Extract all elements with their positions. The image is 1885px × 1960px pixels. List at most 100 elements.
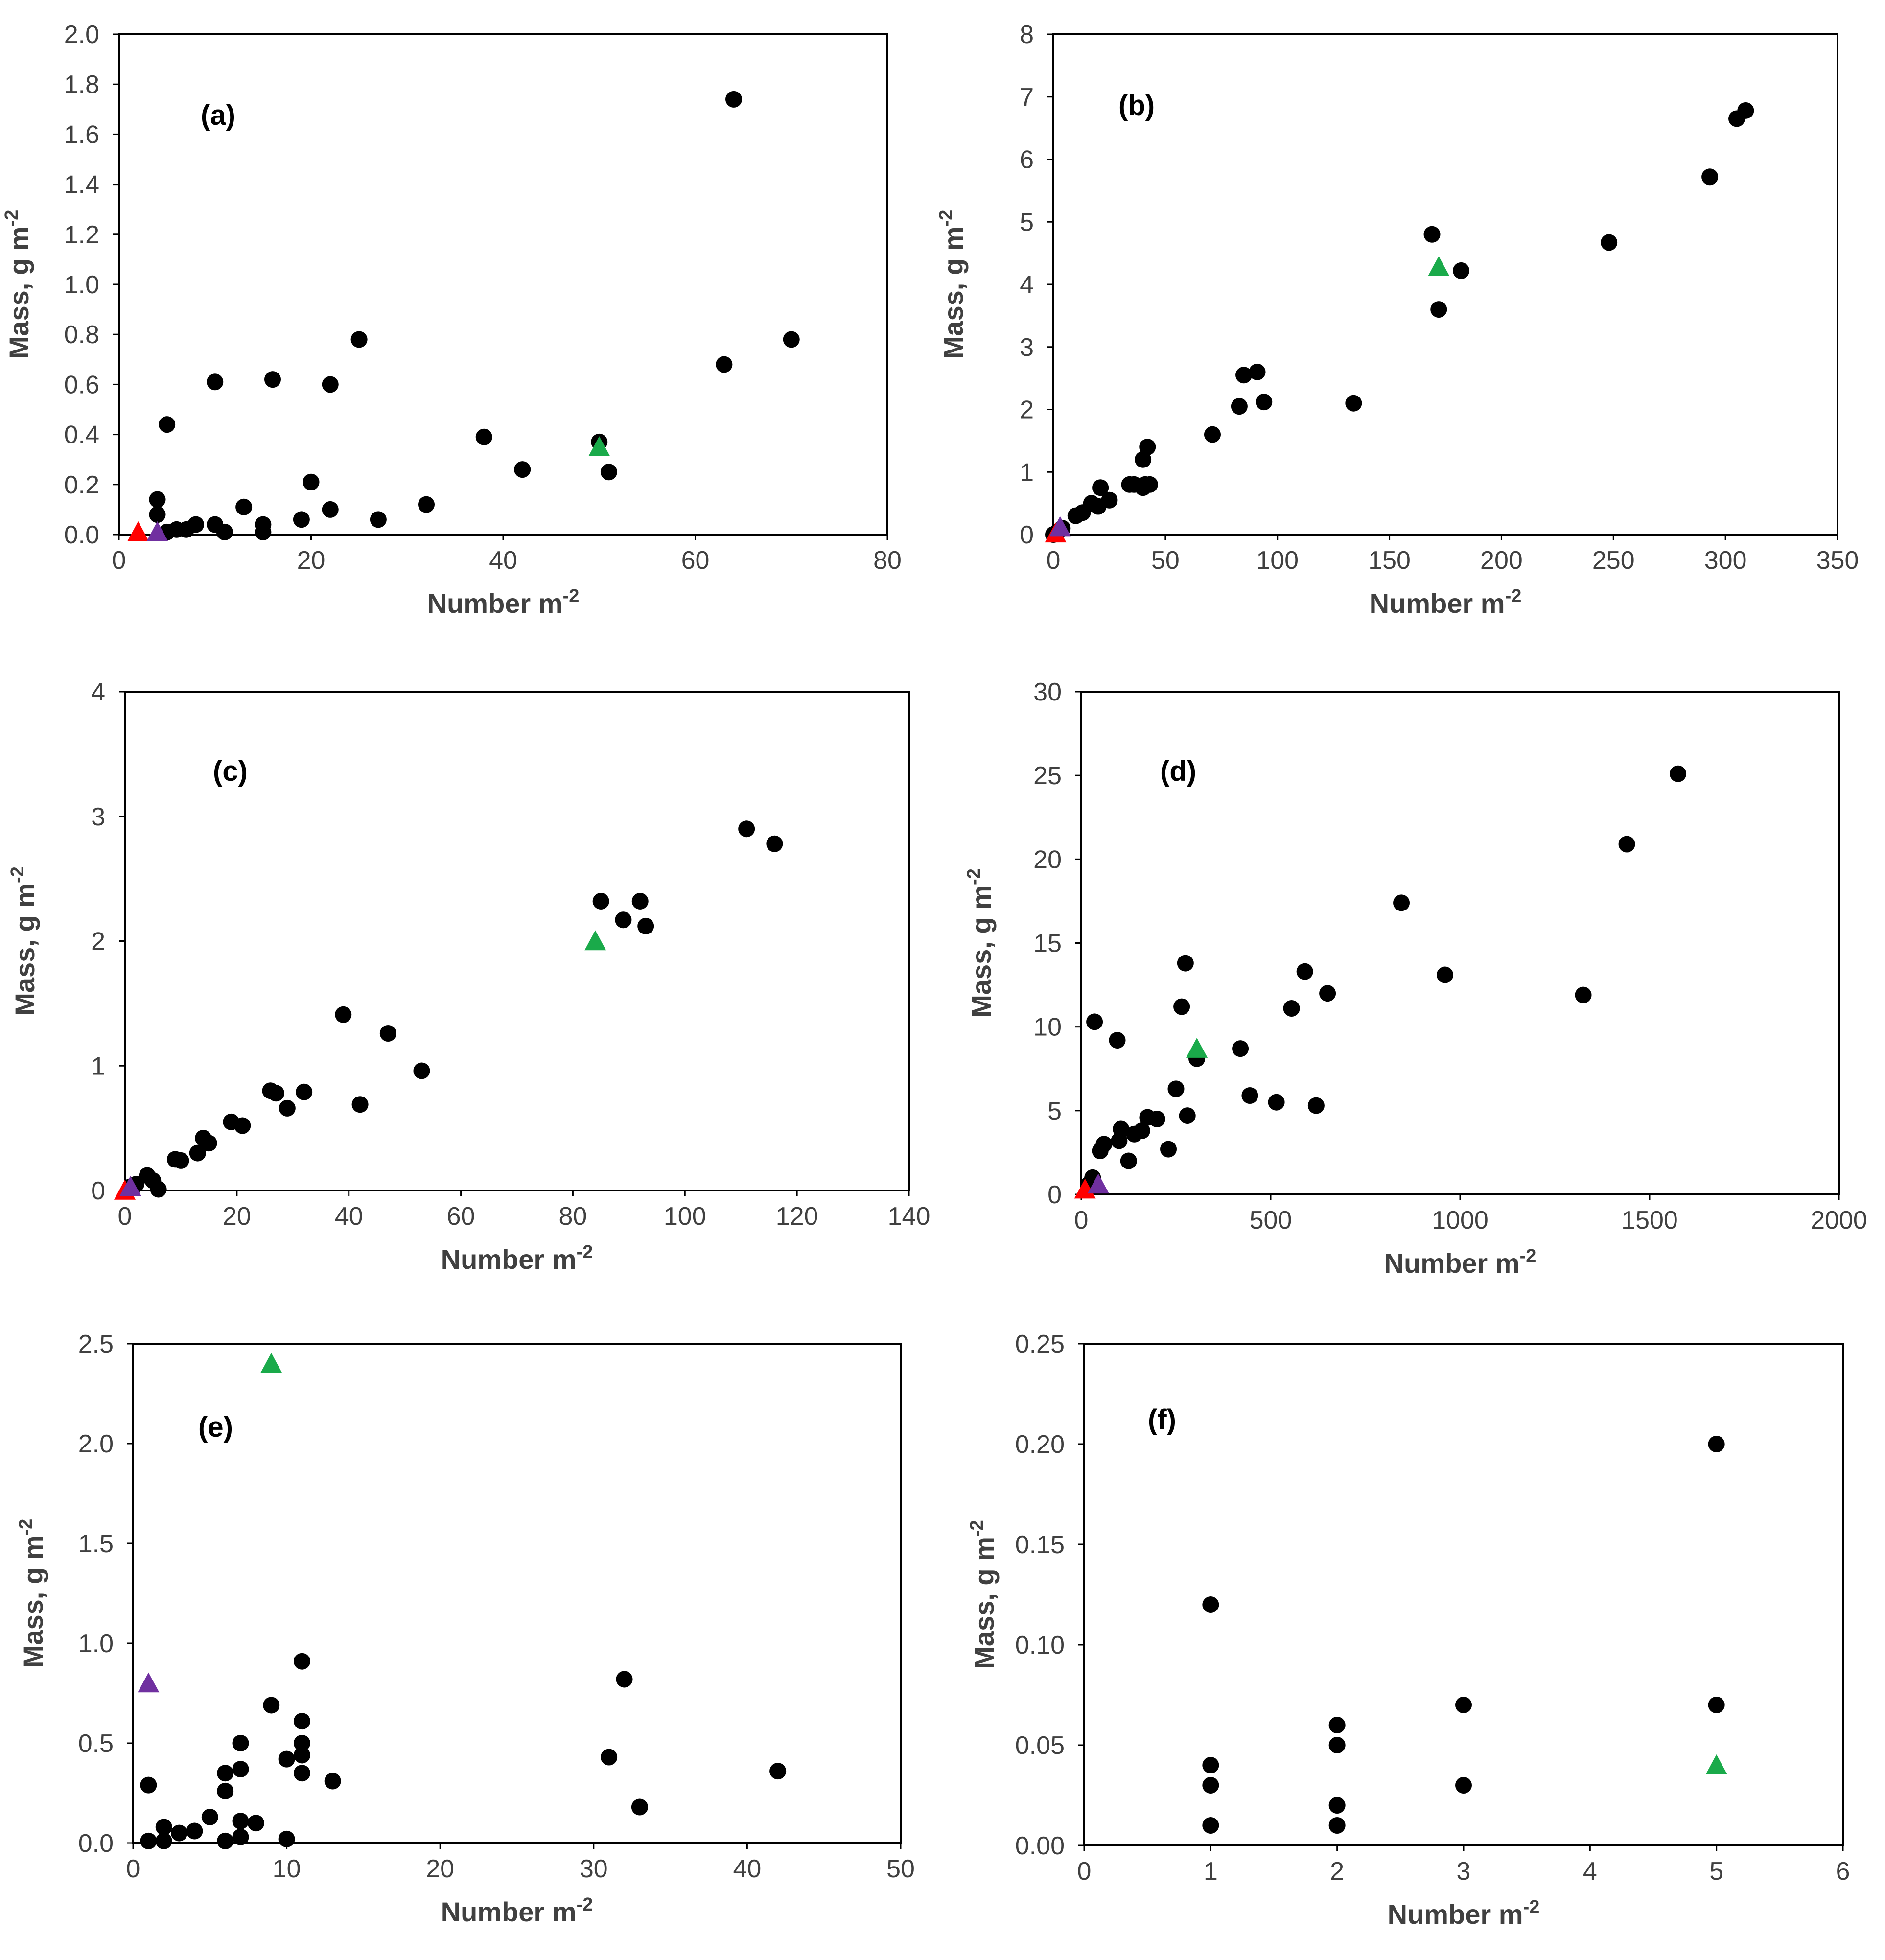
data-point-circle-f [1455, 1697, 1472, 1713]
data-point-circle-d [1575, 986, 1592, 1003]
data-point-circle-d [1133, 1122, 1150, 1139]
data-point-circle-d [1120, 1152, 1137, 1169]
x-tick-label-a: 0 [112, 546, 126, 575]
y-tick-label-d: 5 [1047, 1097, 1062, 1125]
data-point-circle-e [140, 1776, 157, 1794]
data-point-circle-e [155, 1819, 172, 1836]
data-point-circle-c [738, 820, 755, 838]
y-tick-label-d: 20 [1033, 845, 1062, 874]
plot-frame-e [132, 1343, 902, 1844]
y-axis-title-f: Mass, g m-2 [967, 1520, 1000, 1669]
data-point-circle-d [1319, 985, 1336, 1002]
data-point-triangle-green-e [260, 1353, 282, 1373]
y-tick-label-d: 0 [1047, 1181, 1062, 1209]
data-point-circle-d [1173, 998, 1190, 1015]
data-point-circle-e [217, 1782, 234, 1799]
x-tick-label-f: 0 [1077, 1857, 1092, 1886]
data-point-circle-d [1241, 1087, 1258, 1104]
data-point-circle-f [1202, 1596, 1219, 1613]
data-point-circle-f [1328, 1737, 1346, 1753]
data-point-circle-d [1296, 963, 1313, 980]
x-tick-label-e: 10 [273, 1855, 301, 1883]
data-point-circle-c [637, 917, 654, 934]
y-tick-label-b: 0 [1020, 521, 1034, 549]
data-point-circle-d [1670, 765, 1687, 782]
data-point-circle-b [1101, 491, 1118, 509]
y-axis-title-a: Mass, g m-2 [1, 210, 34, 359]
y-tick-label-d: 25 [1033, 762, 1062, 790]
data-point-circle-d [1160, 1141, 1177, 1158]
data-point-triangle-purple-d [1087, 1173, 1109, 1194]
y-axis-title-d: Mass, g m-2 [964, 868, 997, 1018]
y-tick-label-b: 2 [1020, 396, 1034, 424]
data-point-circle-c [189, 1144, 206, 1162]
y-axis-title-c: Mass, g m-2 [7, 866, 40, 1016]
data-point-circle-e [155, 1832, 172, 1849]
data-point-circle-d [1618, 836, 1635, 853]
data-point-circle-b [1423, 226, 1441, 243]
data-point-circle-b [1737, 102, 1754, 119]
y-tick-label-b: 4 [1020, 271, 1034, 299]
data-point-circle-f [1328, 1817, 1346, 1834]
data-point-circle-f [1455, 1777, 1472, 1794]
data-point-circle-d [1232, 1040, 1249, 1057]
x-tick-label-f: 2 [1330, 1857, 1344, 1886]
data-point-circle-a [370, 511, 387, 528]
data-point-circle-e [293, 1653, 310, 1670]
y-axis-title-main-b: Mass, g m [938, 227, 969, 359]
x-tick-label-c: 140 [888, 1202, 931, 1231]
data-point-circle-c [379, 1025, 396, 1042]
y-tick-label-f: 0.05 [1015, 1731, 1065, 1760]
data-point-triangle-purple-a [146, 521, 168, 541]
x-tick-label-a: 80 [873, 546, 902, 575]
data-point-circle-a [725, 91, 742, 108]
x-axis-title-main-a: Number m [427, 588, 563, 619]
data-point-circle-d [1109, 1032, 1126, 1049]
data-point-circle-d [1437, 966, 1454, 983]
y-tick-label-f: 0.20 [1015, 1430, 1065, 1459]
panels-root: (a)0 20 40 60 800.00.20.40.60.81.01.21.41.61… [1, 21, 1867, 1930]
data-point-circle-c [413, 1062, 430, 1079]
data-point-circle-e [217, 1832, 234, 1849]
data-point-circle-b [1141, 476, 1158, 493]
x-tick-label-a: 40 [489, 546, 517, 575]
x-axis-title-sup-e: -2 [577, 1894, 593, 1915]
x-axis-title-b: Number m-2 [1370, 586, 1522, 619]
data-point-circle-a [600, 464, 617, 481]
x-axis-title-c: Number m-2 [441, 1242, 593, 1275]
data-point-circle-a [303, 473, 320, 490]
data-point-circle-d [1167, 1080, 1185, 1097]
data-point-triangle-green-c [584, 930, 606, 951]
x-tick-label-c: 80 [559, 1202, 587, 1231]
data-point-circle-f [1708, 1436, 1725, 1452]
data-point-circle-b [1204, 426, 1221, 443]
y-tick-label-d: 15 [1033, 930, 1062, 958]
y-tick-label-f: 0.10 [1015, 1631, 1065, 1659]
x-axis-title-sup-b: -2 [1505, 586, 1522, 607]
x-tick-label-b: 150 [1368, 546, 1411, 575]
data-point-triangle-green-d [1186, 1038, 1208, 1058]
y-tick-label-b: 5 [1020, 208, 1034, 236]
panel-label-b: (b) [1118, 90, 1155, 121]
y-tick-label-b: 1 [1020, 458, 1034, 487]
data-point-circle-a [514, 461, 531, 478]
x-tick-label-c: 120 [776, 1202, 818, 1231]
data-point-triangle-purple-c [119, 1176, 141, 1196]
panel-label-e: (e) [198, 1411, 233, 1443]
y-tick-label-a: 0.0 [64, 521, 99, 549]
x-tick-label-e: 20 [426, 1855, 454, 1883]
y-tick-label-c: 0 [91, 1177, 105, 1205]
y-tick-label-a: 2.0 [64, 21, 99, 49]
data-point-circle-c [172, 1152, 189, 1169]
y-tick-label-b: 8 [1020, 21, 1034, 49]
y-axis-title-sup-c: -2 [7, 866, 28, 883]
data-point-circle-d [1177, 955, 1194, 972]
data-point-circle-e [232, 1813, 249, 1830]
y-tick-label-a: 1.8 [64, 70, 99, 99]
x-axis-title-sup-d: -2 [1520, 1246, 1536, 1266]
x-tick-label-d: 1000 [1432, 1206, 1489, 1235]
panel-label-c: (c) [213, 755, 248, 787]
x-axis-title-main-b: Number m [1370, 588, 1505, 619]
data-point-circle-a [322, 376, 339, 393]
x-tick-label-b: 100 [1256, 546, 1299, 575]
